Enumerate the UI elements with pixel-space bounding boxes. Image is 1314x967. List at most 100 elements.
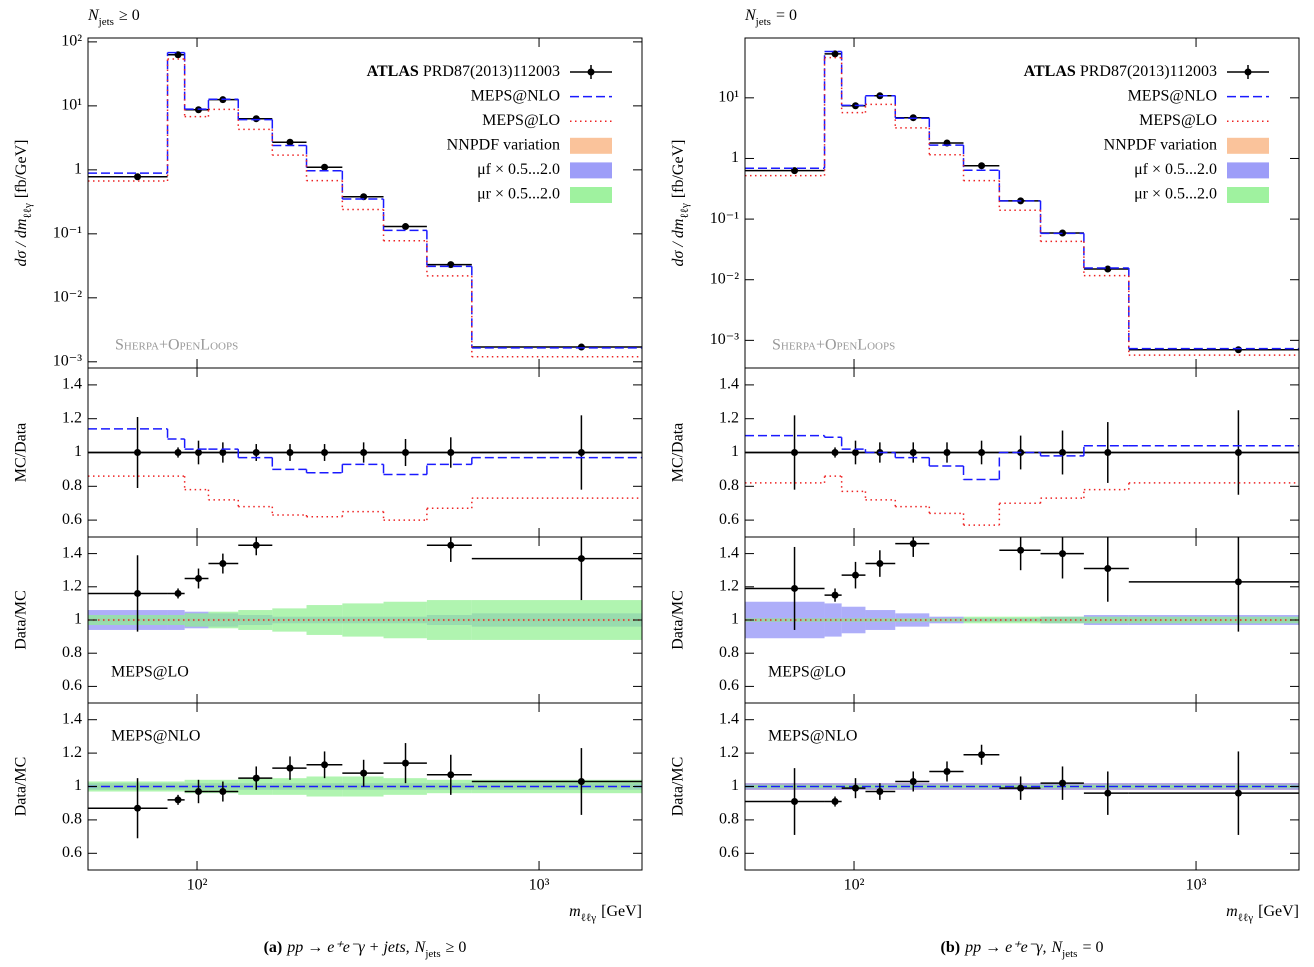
y-tick-label: 1 xyxy=(74,611,82,628)
text-part: [GeV] xyxy=(601,903,642,920)
x-tick-label: 10³ xyxy=(1186,877,1207,894)
data-point xyxy=(577,343,585,351)
legend-label: MEPS@NLO xyxy=(1128,87,1217,104)
data-point xyxy=(447,449,455,456)
y-tick-label: 1.2 xyxy=(719,577,739,594)
legend-label: ATLAS PRD87(2013)112003 xyxy=(1024,63,1217,80)
data-point xyxy=(194,449,202,456)
data-point xyxy=(577,449,585,456)
y-tick-label: 10⁻¹ xyxy=(710,210,739,227)
text-part: m xyxy=(1226,903,1238,920)
data-point xyxy=(876,560,884,568)
text-part: [fb/GeV] xyxy=(670,140,687,199)
legend-label: MEPS@LO xyxy=(1139,112,1217,129)
y-tick-label: 0.6 xyxy=(62,677,82,694)
y-axis-label: Data/MC xyxy=(670,757,687,817)
data-point xyxy=(286,764,294,772)
x-tick-label: 10² xyxy=(187,877,208,894)
data-point xyxy=(791,798,799,806)
plot-area xyxy=(745,744,1299,835)
data-point xyxy=(851,784,859,792)
legend-label: μf × 0.5...2.0 xyxy=(1134,161,1217,178)
text-part: [fb/GeV] xyxy=(13,140,30,199)
y-tick-label: 10¹ xyxy=(718,89,739,106)
data-point xyxy=(219,449,227,456)
x-axis-label: mℓℓγ [GeV] xyxy=(569,903,642,924)
uncertainty-band xyxy=(824,618,842,622)
y-tick-label: 10⁻² xyxy=(710,270,739,287)
legend-swatch xyxy=(570,137,612,154)
data-point xyxy=(943,767,951,775)
y-tick-label: 1 xyxy=(731,149,739,166)
data-point xyxy=(1234,449,1242,456)
y-tick-label: 1.4 xyxy=(62,710,82,727)
data-point xyxy=(252,449,260,456)
legend-swatch xyxy=(570,162,612,179)
uncertainty-band xyxy=(1128,616,1299,624)
data-point xyxy=(194,788,202,796)
data-point xyxy=(978,449,986,456)
data-point xyxy=(943,449,951,456)
y-axis-label: Data/MC xyxy=(13,590,30,650)
text-part: dσ / dm xyxy=(670,219,687,267)
uncertainty-band xyxy=(238,610,273,630)
legend-label-part: PRD87(2013)112003 xyxy=(419,63,560,80)
y-tick-label: 10⁻² xyxy=(53,288,82,305)
y-tick-label: 0.6 xyxy=(62,844,82,861)
text-part: N xyxy=(414,939,427,956)
y-axis-label: Data/MC xyxy=(13,757,30,817)
uncertainty-band xyxy=(824,784,842,789)
y-tick-label: 1.4 xyxy=(719,710,739,727)
x-tick-label: 10² xyxy=(844,877,865,894)
y-tick-label: 10⁻³ xyxy=(53,352,82,369)
legend-label-part: ATLAS xyxy=(367,63,419,80)
uncertainty-band xyxy=(895,618,930,622)
legend-swatch xyxy=(1227,137,1269,154)
caption: (a) pp → e⁺e⁻γ + jets, Njets ≥ 0 xyxy=(264,939,467,960)
text-part: dσ / dm xyxy=(13,219,30,267)
plot-area xyxy=(88,537,642,640)
panel-title: Njets ≥ 0 xyxy=(87,7,140,28)
text-part: ℓℓγ xyxy=(22,203,34,219)
data-point xyxy=(252,115,260,123)
legend-swatch xyxy=(587,68,595,76)
legend-label: μf × 0.5...2.0 xyxy=(477,161,560,178)
data-point xyxy=(1059,550,1067,558)
data-point xyxy=(831,591,839,599)
uncertainty-band xyxy=(184,613,209,627)
uncertainty-band xyxy=(999,616,1041,624)
text-part: ≥ 0 xyxy=(446,939,467,956)
uncertainty-band xyxy=(426,779,472,794)
y-axis-label: Data/MC xyxy=(670,590,687,650)
data-point xyxy=(286,449,294,456)
y-tick-label: 10¹ xyxy=(61,97,82,114)
text-part: ℓℓγ xyxy=(1238,912,1254,924)
y-tick-label: 1.4 xyxy=(719,544,739,561)
data-point xyxy=(909,540,917,548)
data-point xyxy=(851,449,859,456)
uncertainty-band xyxy=(167,615,185,625)
text-part: jets xyxy=(1061,948,1077,960)
plot-area xyxy=(88,51,642,358)
uncertainty-band xyxy=(238,778,273,795)
data-point xyxy=(831,798,839,806)
data-point xyxy=(321,449,329,456)
legend-swatch xyxy=(1227,162,1269,179)
data-point xyxy=(134,589,142,597)
y-tick-label: 1.4 xyxy=(62,544,82,561)
watermark: Sherpa+OpenLoops xyxy=(772,337,895,354)
text-part: N xyxy=(1050,939,1063,956)
data-point xyxy=(402,449,410,456)
data-point xyxy=(174,589,182,597)
legend-label: MEPS@LO xyxy=(482,112,560,129)
panel-label: MEPS@NLO xyxy=(768,728,857,745)
text-part: (a) xyxy=(264,939,283,956)
watermark: Sherpa+OpenLoops xyxy=(115,337,238,354)
y-tick-label: 0.6 xyxy=(62,511,82,528)
y-tick-label: 1 xyxy=(731,443,739,460)
y-tick-label: 1 xyxy=(74,161,82,178)
data-point xyxy=(909,777,917,785)
uncertainty-band xyxy=(895,784,930,789)
uncertainty-band xyxy=(471,600,642,640)
data-point xyxy=(219,788,227,796)
